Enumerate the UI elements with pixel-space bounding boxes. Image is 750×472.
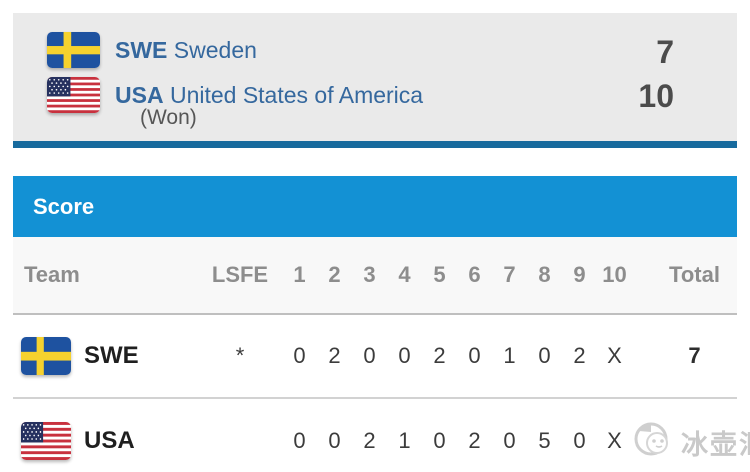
- col-header-total: Total: [632, 237, 737, 315]
- score-table: Team LSFE 1 2 3 4 5 6 7 8 9 10 Total: [13, 237, 737, 472]
- end-score: 0: [503, 427, 516, 453]
- match-summary-card: SWE Sweden U: [13, 13, 737, 141]
- col-header-end-2: 2: [317, 237, 352, 315]
- team-code: USA: [84, 426, 135, 454]
- table-row-swe: SWE * 0 2 0 0 2 0 1 0 2 X 7: [13, 314, 737, 399]
- team-line-usa: USA United States of America: [47, 77, 423, 113]
- won-note: (Won): [140, 106, 197, 129]
- col-header-end-1: 1: [282, 237, 317, 315]
- team-cell-swe: SWE: [13, 314, 198, 399]
- col-header-end-3: 3: [352, 237, 387, 315]
- usa-flag-icon: [47, 77, 100, 113]
- end-score: 1: [492, 314, 527, 399]
- end-score: 2: [422, 314, 457, 399]
- col-header-end-9: 9: [562, 237, 597, 315]
- lsfe-cell: *: [198, 314, 282, 399]
- end-score: X: [607, 427, 622, 453]
- score-usa: 10: [638, 78, 674, 114]
- end-score: X: [597, 314, 632, 399]
- end-score: 0: [457, 314, 492, 399]
- end-score: 0: [282, 314, 317, 399]
- col-header-end-4: 4: [387, 237, 422, 315]
- watermark-logo-icon: [634, 418, 676, 467]
- end-score: 0: [527, 314, 562, 399]
- sweden-flag-icon: [21, 337, 71, 375]
- end-score: 0: [328, 427, 341, 453]
- col-header-end-6: 6: [457, 237, 492, 315]
- end-score: 2: [562, 314, 597, 399]
- col-header-end-5: 5: [422, 237, 457, 315]
- score-swe: 7: [656, 34, 674, 70]
- team-cell-usa: USA: [13, 398, 198, 472]
- watermark: 冰壶汇: [634, 418, 750, 467]
- end-score: 0: [352, 314, 387, 399]
- col-header-end-7: 7: [492, 237, 527, 315]
- end-score: 5: [538, 427, 551, 453]
- team-name-swe: SWE Sweden: [115, 36, 257, 63]
- score-section-title: Score: [13, 176, 737, 237]
- end-score: 0: [293, 427, 306, 453]
- end-score: 2: [468, 427, 481, 453]
- team-line-swe: SWE Sweden: [47, 32, 257, 68]
- col-header-end-8: 8: [527, 237, 562, 315]
- table-row-usa: USA 0 0 2 1 0 2 0 5 0 X: [13, 398, 737, 472]
- col-header-team: Team: [13, 237, 198, 315]
- col-header-end-10: 10: [597, 237, 632, 315]
- end-score: 2: [317, 314, 352, 399]
- score-section: Score Team LSFE 1 2 3 4 5 6 7 8 9 10 Tot…: [13, 176, 737, 472]
- lsfe-cell: [198, 398, 282, 472]
- section-divider: [13, 141, 737, 148]
- end-score: 0: [573, 427, 586, 453]
- end-score: 2: [363, 427, 376, 453]
- sweden-flag-icon: [47, 32, 100, 68]
- end-score: 0: [387, 314, 422, 399]
- team-name-usa: USA United States of America: [115, 81, 424, 108]
- end-score: 0: [433, 427, 446, 453]
- col-header-lsfe: LSFE: [198, 237, 282, 315]
- table-header-row: Team LSFE 1 2 3 4 5 6 7 8 9 10 Total: [13, 237, 737, 315]
- team-code: SWE: [84, 342, 139, 369]
- usa-flag-icon: [21, 421, 71, 460]
- end-score: 1: [398, 427, 411, 453]
- watermark-text: 冰壶汇: [681, 430, 750, 460]
- total-cell: 7: [632, 314, 737, 399]
